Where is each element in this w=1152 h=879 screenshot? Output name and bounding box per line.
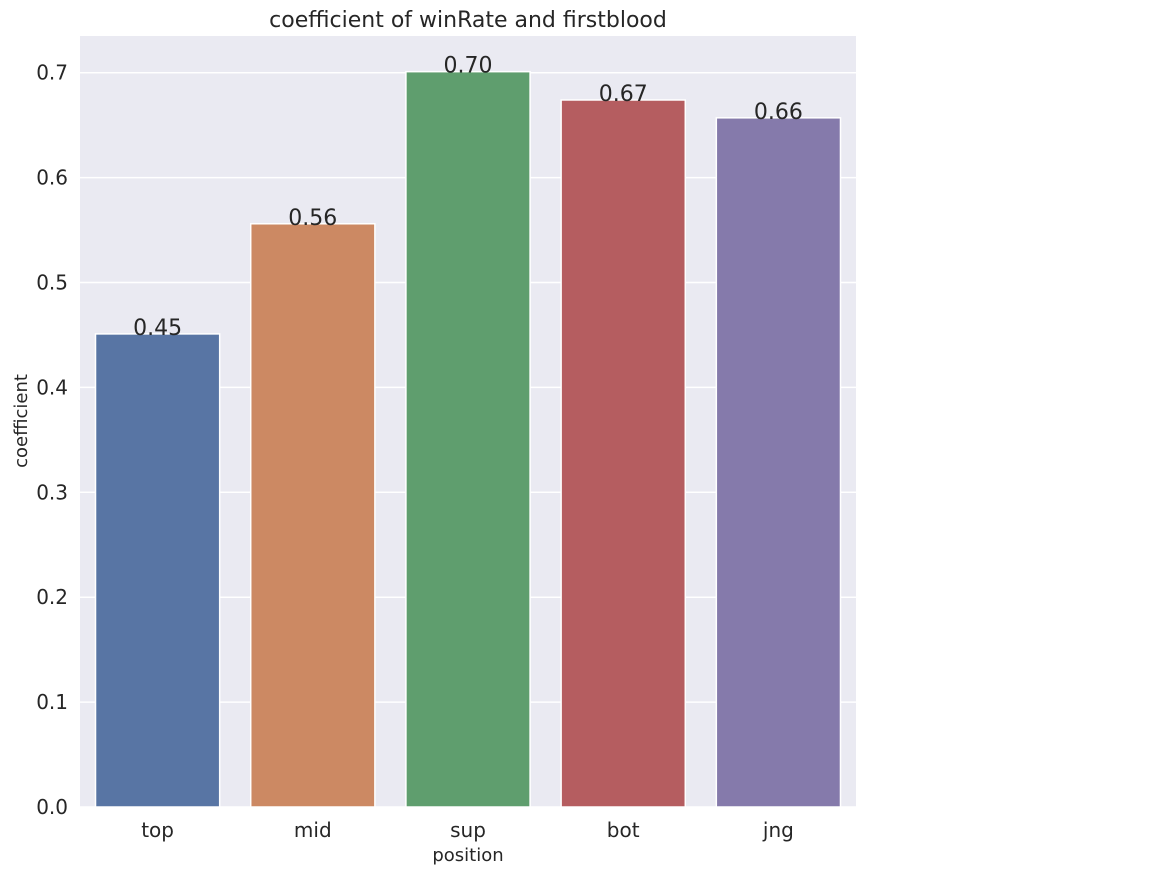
y-tick-label: 0.4 (36, 375, 68, 399)
chart-title: coefficient of winRate and firstblood (269, 8, 667, 33)
x-tick-label-mid: mid (294, 818, 332, 842)
x-tick-label-sup: sup (450, 818, 486, 842)
bar-value-label-top: 0.45 (133, 316, 182, 341)
y-tick-label: 0.5 (36, 271, 68, 295)
y-tick-label: 0.1 (36, 690, 68, 714)
bar-jng (715, 117, 842, 808)
bar-value-label-sup: 0.70 (444, 54, 493, 79)
x-axis-label: position (432, 845, 503, 866)
x-tick-labels: top mid sup bot jng (141, 818, 794, 842)
x-tick-label-bot: bot (607, 818, 640, 842)
y-tick-label: 0.7 (36, 61, 68, 85)
y-tick-labels: 0.0 0.1 0.2 0.3 0.4 0.5 0.6 0.7 (36, 61, 68, 819)
y-axis-label: coefficient (11, 374, 32, 468)
x-tick-label-jng: jng (762, 818, 794, 842)
bar-value-label-bot: 0.67 (599, 82, 648, 107)
bar-bot (560, 99, 687, 808)
y-tick-label: 0.6 (36, 166, 68, 190)
bars (94, 70, 842, 808)
x-tick-label-top: top (141, 818, 174, 842)
bar-value-label-jng: 0.66 (754, 100, 803, 125)
y-tick-label: 0.0 (36, 795, 68, 819)
bar-top (94, 333, 221, 808)
bar-sup (405, 70, 531, 808)
bar-value-label-mid: 0.56 (288, 206, 337, 231)
bar-mid (249, 223, 376, 808)
bar-value-labels: 0.45 0.56 0.70 0.67 0.66 (133, 54, 803, 341)
y-tick-label: 0.2 (36, 585, 68, 609)
y-tick-label: 0.3 (36, 480, 68, 504)
